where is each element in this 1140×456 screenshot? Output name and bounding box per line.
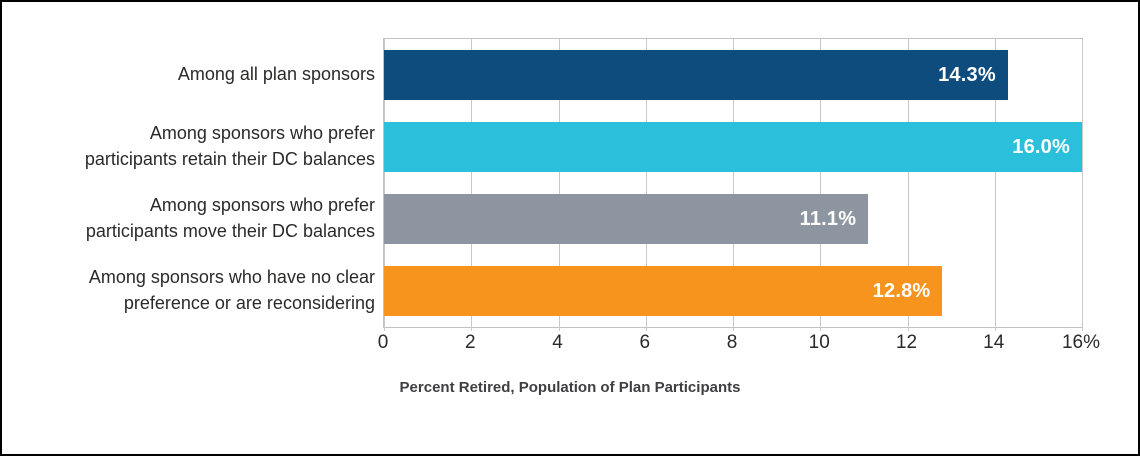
gridline xyxy=(994,39,996,331)
x-tick-label: 2 xyxy=(464,332,476,353)
gridline xyxy=(558,39,560,331)
gridline xyxy=(645,39,647,331)
x-axis-tick-labels: 0 2 4 6 8 10 12 14 16% xyxy=(378,332,1100,356)
gridline xyxy=(384,39,385,331)
bar-value-label: 16.0% xyxy=(1012,135,1070,158)
category-label: Among sponsors who have no clear prefere… xyxy=(88,267,375,313)
plot-area: 14.3% 16.0% 11.1% 12.8% xyxy=(383,38,1083,331)
x-tick-label: 12 xyxy=(895,332,918,353)
gridline xyxy=(1082,39,1083,331)
x-tick-label: 6 xyxy=(639,332,651,353)
bar-value-label: 14.3% xyxy=(938,63,996,86)
gridline xyxy=(733,39,734,331)
category-label: Among sponsors who prefer participants m… xyxy=(85,195,375,241)
bar: 12.8% xyxy=(384,266,943,316)
x-tick-label: 0 xyxy=(377,332,389,353)
bar: 16.0% xyxy=(384,122,1082,172)
x-axis-title: Percent Retired, Population of Plan Part… xyxy=(399,379,741,396)
x-tick-label: 10 xyxy=(808,332,830,353)
category-label: Among all plan sponsors xyxy=(177,64,375,84)
gridline xyxy=(471,39,473,331)
category-axis-labels: Among all plan sponsors Among sponsors wh… xyxy=(2,38,375,326)
bar-value-label: 11.1% xyxy=(799,207,857,230)
x-tick-label: 16% xyxy=(1061,332,1101,353)
category-label: Among sponsors who prefer participants r… xyxy=(84,123,375,169)
x-tick-label: 14 xyxy=(983,332,1005,353)
bar: 11.1% xyxy=(384,194,869,244)
bar-value-label: 12.8% xyxy=(872,279,931,302)
gridline xyxy=(820,39,822,331)
x-tick-label: 4 xyxy=(552,332,563,353)
gridline xyxy=(907,39,909,331)
x-tick-label: 8 xyxy=(726,332,738,353)
bar: 14.3% xyxy=(384,50,1008,100)
